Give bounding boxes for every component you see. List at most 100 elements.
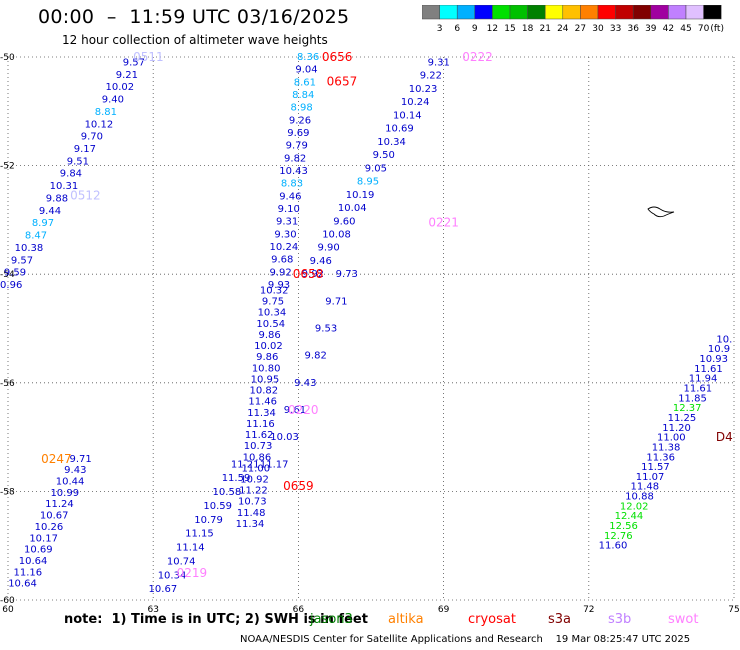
pass-time-label: 0658	[293, 267, 324, 281]
satellite-legend-cryosat: cryosat	[468, 612, 516, 627]
wave-height-label: 9.26	[289, 115, 311, 126]
legend-label: 33	[610, 24, 621, 34]
legend-label: 27	[575, 24, 586, 34]
wave-height-label: 9.71	[69, 454, 91, 465]
wave-height-label: 10.67	[149, 584, 178, 595]
wave-height-label: 11.46	[248, 397, 277, 408]
wave-height-label: 8.36	[297, 52, 319, 63]
legend-label: 9	[472, 24, 478, 34]
wave-height-label: 9.10	[278, 204, 300, 215]
wave-height-label: 8.47	[25, 231, 47, 242]
wave-height-label: 12.02	[620, 501, 649, 512]
wave-height-label: 10.19	[346, 190, 375, 201]
wave-height-label: 11.38	[652, 442, 681, 453]
legend-label: 18	[522, 24, 534, 34]
wave-height-label: 8.84	[292, 90, 314, 101]
pass-time-label: 0247	[41, 452, 72, 466]
wave-height-label: 10.24	[270, 242, 299, 253]
wave-height-label: 9.22	[420, 71, 442, 82]
y-tick-label: -56	[0, 379, 15, 389]
legend-unit: (ft)	[710, 24, 724, 34]
wave-height-label: 8.98	[290, 103, 312, 114]
wave-height-label: 10.34	[258, 308, 287, 319]
color-legend: 3 6 9 12 15 18 21 24 27 30 33 36 39 42 45 70 (ft)	[421, 4, 732, 39]
wave-height-label: 9.05	[365, 163, 387, 174]
wave-height-label: 10.80	[252, 363, 281, 374]
wave-height-label: 9.43	[294, 378, 316, 389]
wave-height-label: 11.94	[689, 374, 718, 385]
legend-label: 24	[557, 24, 569, 34]
wave-height-label: 11.48	[237, 508, 266, 519]
wave-height-label: 9.50	[373, 150, 395, 161]
chart-subtitle: 12 hour collection of altimeter wave hei…	[62, 33, 328, 47]
wave-height-label: 10.12	[85, 119, 114, 130]
wave-height-label: 11.85	[678, 393, 707, 404]
pass-time-label: 0659	[283, 479, 314, 493]
wave-height-label: 10.43	[279, 166, 308, 177]
legend-label: 12	[487, 24, 498, 34]
wave-height-label: 11.62	[245, 430, 274, 441]
wave-height-label: 9.31	[428, 57, 450, 68]
legend-label: 42	[663, 24, 674, 34]
legend-scale: 3 6 9 12 15 18 21 24 27 30 33 36 39 42 45 70 (ft)	[421, 4, 724, 34]
wave-height-label: 10.9	[708, 344, 730, 355]
wave-height-label: 9.31	[276, 217, 298, 228]
wave-height-label: 10.26	[35, 522, 64, 533]
wave-height-label: 10.79	[194, 515, 223, 526]
wave-height-label: 11.22	[239, 486, 268, 497]
wave-height-label: 10.86	[243, 452, 272, 463]
wave-height-label: 11.24	[45, 499, 74, 510]
wave-height-label: 11.61	[683, 383, 712, 394]
chart-title: 00:00 – 11:59 UTC 03/16/2025	[38, 6, 350, 28]
wave-height-label: 9.51	[67, 156, 89, 167]
wave-height-label: 11.07	[636, 472, 665, 483]
wave-height-label: 10.64	[19, 556, 48, 567]
satellite-legend-jason3: jason3	[310, 612, 353, 627]
wave-height-label: 9.71	[325, 296, 347, 307]
wave-height-label: 10.32	[260, 285, 289, 296]
wave-height-label: 9.57	[11, 255, 33, 266]
pass-time-label: 0657	[327, 74, 358, 88]
pass-time-label: 0220	[288, 403, 319, 417]
wave-height-label: 10.64	[8, 579, 37, 590]
note-text: note: 1) Time is in UTC; 2) SWH is in fe…	[64, 612, 368, 627]
wave-height-label: 10.99	[50, 488, 79, 499]
legend-label: 39	[645, 24, 657, 34]
wave-height-label: 12.44	[615, 511, 644, 522]
wave-height-label: 12.56	[609, 521, 638, 532]
x-tick-label: 69	[438, 605, 450, 612]
wave-height-label: 9.30	[274, 229, 296, 240]
wave-height-label: 11.15	[185, 529, 214, 540]
wave-height-label: 10.88	[625, 492, 654, 503]
wave-height-label: 10.24	[401, 97, 430, 108]
wave-height-label: 9.17	[74, 144, 96, 155]
wave-height-label: 9.69	[287, 128, 309, 139]
credit-line: NOAA/NESDIS Center for Satellite Applica…	[240, 634, 691, 645]
pass-time-label: 0656	[322, 50, 353, 64]
wave-height-label: 10.38	[15, 243, 44, 254]
y-tick-label: -54	[0, 270, 15, 280]
wave-height-label: 9.44	[39, 206, 61, 217]
footer-note: note: 1) Time is in UTC; 2) SWH is in fe…	[0, 610, 740, 632]
island-outline	[647, 206, 675, 218]
wave-height-label: 11.34	[236, 519, 265, 530]
satellite-legend-altika: altika	[388, 612, 424, 627]
wave-height-label: 11.21	[231, 459, 260, 470]
y-tick-label: -58	[0, 487, 15, 497]
wave-height-label: 11.25	[668, 413, 697, 424]
wave-height-label: 11.34	[247, 408, 276, 419]
legend-label: 3	[437, 24, 443, 34]
wave-height-label: 10.96	[0, 280, 22, 291]
pass-time-label: 0512	[70, 188, 101, 202]
wave-height-label: 9.46	[279, 191, 301, 202]
pass-time-label: D4	[716, 430, 733, 444]
wave-height-label: 9.92	[302, 269, 324, 280]
x-tick-label: 72	[583, 605, 594, 612]
wave-height-label: 9.57	[123, 57, 145, 68]
wave-height-label: 10.04	[338, 203, 367, 214]
pass-time-label: 0222	[462, 50, 493, 64]
wave-height-label: 11.17	[260, 459, 289, 470]
wave-height-label: 10.14	[393, 110, 422, 121]
wave-height-label: 10.02	[254, 341, 283, 352]
wave-height-label: 11.60	[599, 541, 628, 552]
